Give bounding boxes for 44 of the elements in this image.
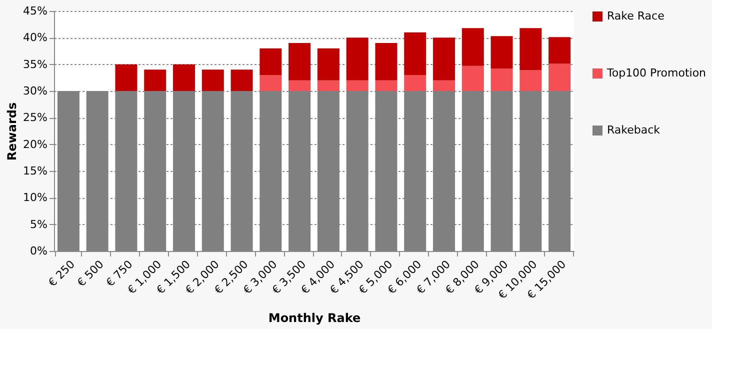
legend-label: Rakeback: [607, 124, 661, 136]
y-tick-label: 10%: [23, 191, 48, 204]
bar: [346, 80, 368, 91]
bar: [404, 75, 426, 91]
bar: [317, 80, 340, 91]
bar: [490, 68, 513, 91]
x-axis-title: Monthly Rake: [268, 310, 361, 325]
y-tick-label: 30%: [23, 84, 48, 98]
bar: [115, 64, 138, 91]
y-tick-label: 15%: [23, 164, 48, 178]
bar: [260, 48, 282, 75]
bar: [433, 80, 455, 91]
y-tick-label: 5%: [30, 218, 48, 231]
y-tick-label: 45%: [23, 4, 48, 18]
y-tick-label: 25%: [23, 111, 48, 124]
bar: [288, 43, 311, 80]
y-tick-label: 0%: [30, 244, 48, 258]
y-axis-title: Rewards: [5, 102, 20, 161]
bar: [520, 70, 542, 91]
x-tick-label: € 250: [46, 258, 78, 290]
bar: [433, 38, 455, 80]
bar: [375, 43, 398, 80]
bar: [202, 70, 224, 91]
bar: [288, 80, 311, 91]
bar: [173, 64, 195, 91]
legend-label: Top100 Promotion: [606, 66, 706, 80]
bar: [548, 37, 571, 64]
y-tick-label: 35%: [23, 58, 48, 71]
y-tick-label: 40%: [23, 31, 48, 44]
bar: [520, 28, 542, 70]
bar: [462, 66, 484, 91]
bar: [490, 36, 513, 69]
bar: [260, 75, 282, 91]
legend-label: Rake Race: [607, 10, 665, 22]
bar: [462, 28, 484, 66]
x-tick-label: € 500: [74, 258, 106, 290]
bar: [375, 80, 398, 91]
bar: [346, 38, 368, 80]
bar: [548, 64, 571, 91]
bar: [404, 32, 426, 75]
bar: [144, 70, 166, 91]
bar: [317, 48, 340, 80]
bar: [230, 70, 253, 91]
y-tick-label: 20%: [23, 138, 48, 151]
